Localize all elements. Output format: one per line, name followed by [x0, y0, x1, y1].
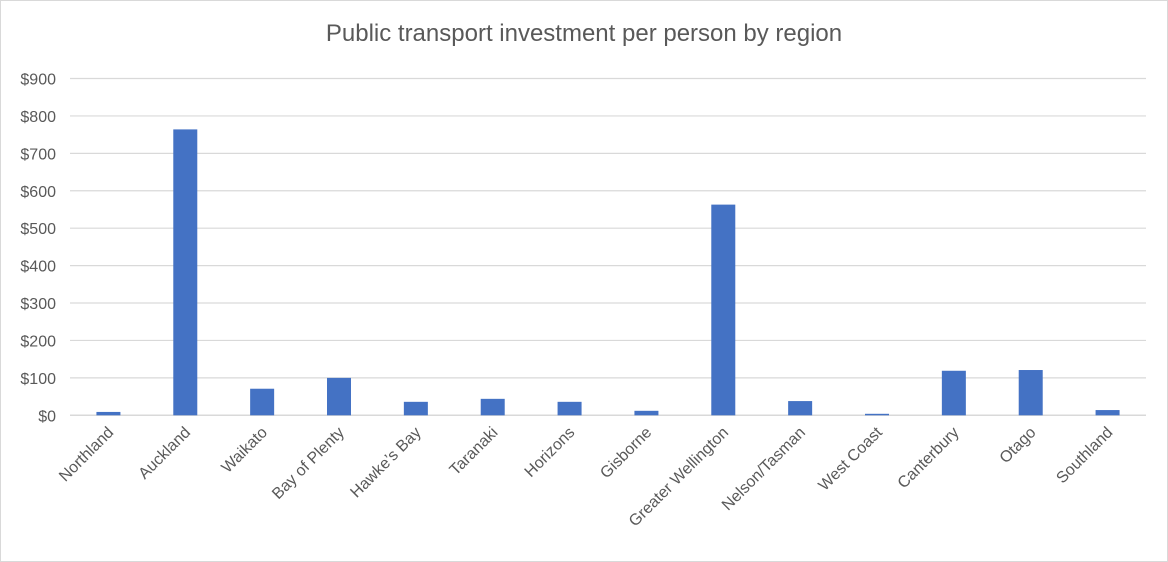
x-tick-label: Canterbury: [895, 424, 963, 492]
x-tick-label: West Coast: [816, 424, 887, 495]
bar: [634, 410, 659, 416]
x-tick-label: Otago: [997, 424, 1040, 467]
bar: [250, 388, 275, 416]
x-tick-label: Horizons: [522, 424, 579, 481]
x-tick-label: Gisborne: [597, 424, 655, 482]
y-tick-label: $700: [20, 146, 56, 163]
bar: [941, 370, 966, 416]
y-tick-label: $0: [38, 408, 56, 425]
bar: [1095, 410, 1120, 416]
x-tick-label: Northland: [56, 424, 117, 485]
x-tick-label: Waikato: [219, 424, 272, 477]
bar: [557, 401, 582, 416]
y-tick-label: $800: [20, 109, 56, 126]
chart-title: Public transport investment per person b…: [325, 20, 843, 47]
x-tick-label: Auckland: [136, 424, 195, 483]
bar: [173, 129, 198, 416]
x-tick-label: Hawke’s Bay: [347, 424, 424, 501]
x-tick-label: Nelson/Tasman: [719, 424, 809, 514]
y-tick-label: $300: [20, 296, 56, 313]
bar: [788, 401, 813, 416]
x-tick-label: Southland: [1053, 424, 1116, 487]
bar: [327, 377, 351, 416]
y-tick-label: $500: [20, 221, 56, 238]
bar: [865, 413, 889, 416]
y-tick-label: $200: [20, 333, 56, 350]
bar: [480, 398, 505, 416]
y-tick-label: $100: [20, 371, 56, 388]
bar: [403, 401, 428, 416]
y-tick-label: $600: [20, 184, 56, 201]
bar: [1018, 370, 1043, 416]
y-tick-label: $400: [20, 259, 56, 276]
bar: [711, 204, 736, 416]
bar: [96, 411, 121, 416]
x-tick-label: Taranaki: [447, 424, 502, 479]
x-tick-label: Bay of Plenty: [269, 424, 348, 503]
y-tick-label: $900: [20, 72, 56, 89]
